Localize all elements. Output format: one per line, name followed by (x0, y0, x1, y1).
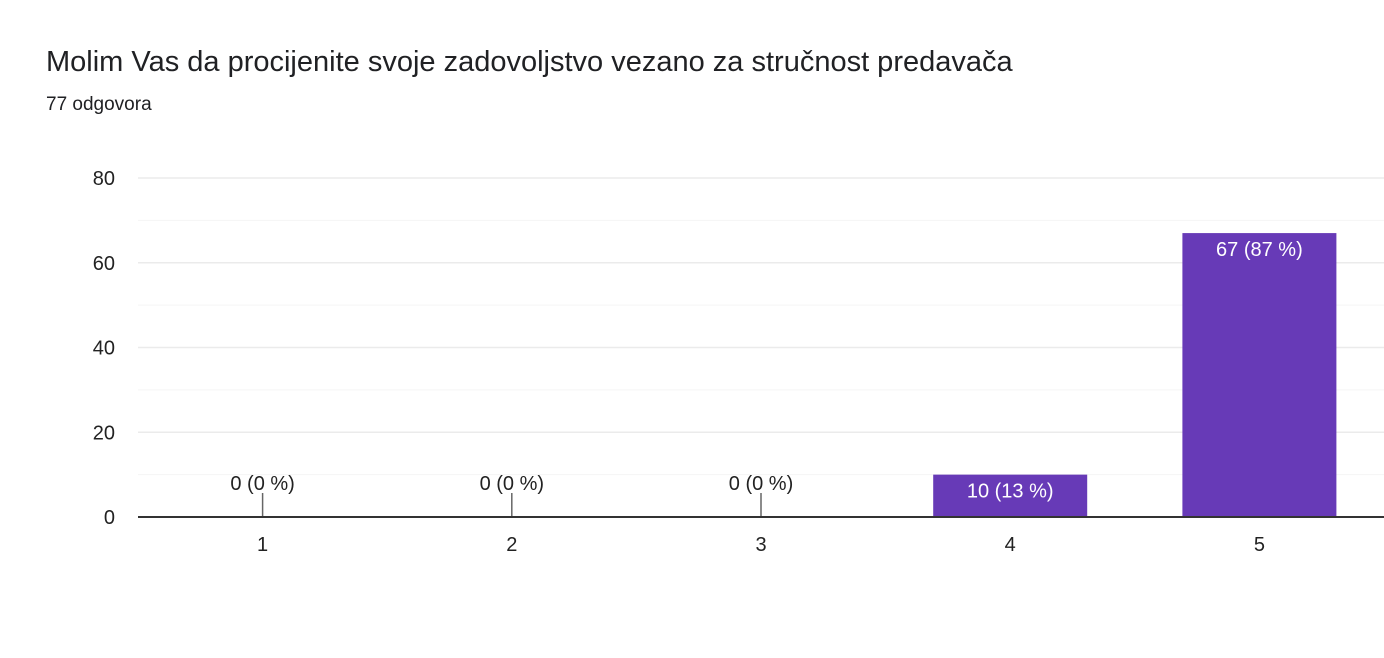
x-tick-label: 4 (1005, 534, 1016, 556)
x-tick-label: 5 (1254, 534, 1265, 556)
data-label-2: 0 (0 %) (480, 473, 544, 495)
y-tick-label: 80 (93, 168, 115, 190)
data-label-4: 10 (13 %) (967, 481, 1054, 503)
data-label-5: 67 (87 %) (1216, 239, 1303, 261)
y-tick-label: 20 (93, 422, 115, 444)
y-tick-label: 40 (93, 338, 115, 360)
y-tick-label: 60 (93, 253, 115, 275)
chart-title: Molim Vas da procijenite svoje zadovoljs… (46, 46, 1013, 78)
x-tick-label: 2 (506, 534, 517, 556)
bar-4 (933, 474, 1088, 517)
bar-5 (1182, 233, 1337, 517)
x-tick-label: 1 (257, 534, 268, 556)
data-label-1: 0 (0 %) (230, 473, 294, 495)
x-tick-label: 3 (755, 534, 766, 556)
y-tick-label: 0 (104, 507, 115, 529)
data-label-3: 0 (0 %) (729, 473, 793, 495)
response-count: 77 odgovora (46, 94, 152, 115)
